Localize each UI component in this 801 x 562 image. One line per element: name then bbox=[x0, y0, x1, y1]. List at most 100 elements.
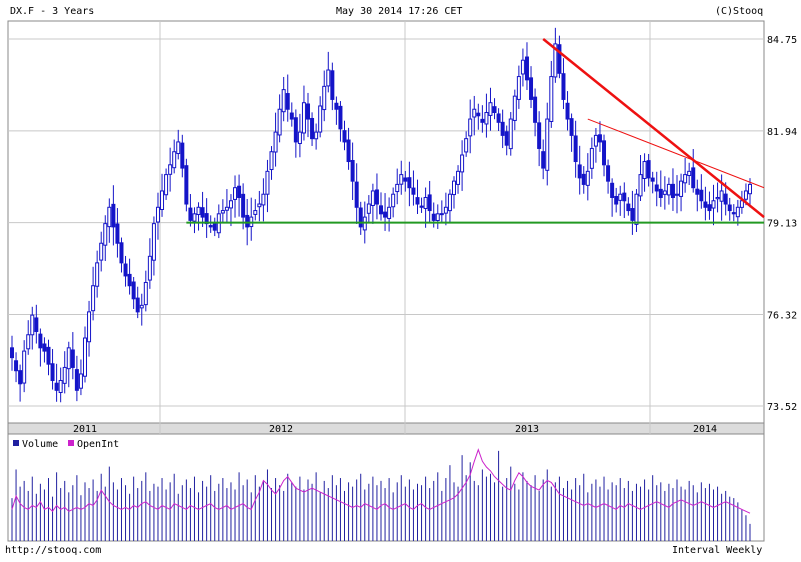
footer-url[interactable]: http://stooq.com bbox=[5, 545, 102, 556]
candle-body bbox=[419, 205, 424, 208]
candle-body bbox=[569, 118, 574, 136]
candle-body bbox=[431, 213, 436, 221]
candle-body bbox=[366, 203, 371, 214]
candle-body bbox=[289, 112, 294, 120]
candle-body bbox=[520, 59, 525, 75]
candle-body bbox=[370, 190, 375, 206]
candle-body bbox=[200, 207, 205, 218]
candle-body bbox=[78, 373, 83, 389]
candle-body bbox=[103, 223, 108, 246]
candle-body bbox=[42, 343, 47, 352]
candle-body bbox=[95, 262, 100, 287]
candle-body bbox=[411, 187, 416, 195]
candle-body bbox=[257, 203, 262, 208]
candle-body bbox=[500, 121, 505, 136]
candle-body bbox=[50, 363, 55, 382]
candles-layer bbox=[10, 27, 752, 403]
candle-body bbox=[675, 193, 680, 196]
candle-body bbox=[91, 285, 96, 312]
candle-body bbox=[46, 346, 51, 365]
candle-body bbox=[224, 206, 229, 211]
candle-body bbox=[269, 151, 274, 171]
time-axis: 2011 2012 2013 2014 bbox=[73, 424, 717, 435]
candle-body bbox=[597, 134, 602, 143]
candle-body bbox=[707, 204, 712, 212]
candle-body bbox=[618, 193, 623, 201]
candle-body bbox=[423, 196, 428, 210]
candle-body bbox=[387, 206, 392, 219]
candle-body bbox=[346, 139, 351, 163]
candle-body bbox=[695, 188, 700, 195]
candle-body bbox=[99, 242, 104, 261]
candle-body bbox=[451, 180, 456, 196]
minor-downtrend-line bbox=[587, 118, 765, 189]
candle-body bbox=[529, 77, 534, 100]
candle-body bbox=[155, 206, 160, 223]
chart-symbol-title: DX.F - 3 Years bbox=[10, 6, 95, 17]
candle-body bbox=[727, 204, 732, 212]
candle-body bbox=[334, 102, 339, 110]
x-tick-label: 2012 bbox=[269, 424, 293, 435]
candle-body bbox=[403, 177, 408, 182]
openint-legend-label: OpenInt bbox=[77, 439, 119, 450]
candle-body bbox=[748, 183, 752, 195]
candle-body bbox=[184, 165, 189, 205]
y-tick-label: 79.13 bbox=[767, 219, 797, 230]
candle-body bbox=[646, 160, 651, 179]
candle-body bbox=[711, 200, 716, 209]
candle-body bbox=[731, 212, 736, 215]
y-tick-label: 84.75 bbox=[767, 35, 797, 46]
candle-body bbox=[253, 210, 258, 215]
candle-body bbox=[476, 112, 481, 117]
candle-body bbox=[561, 73, 566, 100]
candle-body bbox=[399, 174, 404, 185]
candle-body bbox=[160, 190, 165, 211]
footer-interval: Interval Weekly bbox=[672, 545, 763, 556]
candle-body bbox=[492, 106, 497, 114]
candle-body bbox=[488, 102, 493, 116]
volume-legend-label: Volume bbox=[22, 439, 58, 450]
candle-body bbox=[610, 182, 615, 198]
candle-body bbox=[654, 184, 659, 192]
candle-body bbox=[427, 194, 432, 212]
candle-body bbox=[273, 131, 278, 153]
candle-body bbox=[415, 197, 420, 205]
candle-body bbox=[391, 193, 396, 208]
date-axis-band bbox=[7, 422, 765, 435]
candle-body bbox=[496, 113, 501, 123]
candle-body bbox=[691, 167, 696, 189]
candle-body bbox=[322, 85, 327, 111]
candle-body bbox=[123, 263, 128, 277]
candle-body bbox=[447, 193, 452, 212]
candle-body bbox=[74, 369, 79, 391]
candle-body bbox=[533, 96, 538, 123]
candle-body bbox=[699, 189, 704, 202]
candle-body bbox=[670, 183, 675, 198]
candle-body bbox=[228, 200, 233, 209]
candle-body bbox=[666, 183, 671, 196]
candle-body bbox=[26, 334, 31, 350]
candle-body bbox=[508, 118, 513, 150]
x-tick-label: 2014 bbox=[693, 424, 717, 435]
candle-body bbox=[719, 190, 724, 202]
candle-body bbox=[630, 208, 635, 221]
chart-copyright: (C)Stooq bbox=[715, 6, 764, 17]
candle-body bbox=[614, 195, 619, 205]
candle-body bbox=[650, 177, 655, 182]
candle-body bbox=[683, 174, 688, 184]
volume-panel bbox=[8, 448, 764, 542]
candle-body bbox=[18, 370, 23, 385]
candle-body bbox=[537, 122, 542, 149]
candle-body bbox=[557, 44, 562, 74]
candle-body bbox=[151, 223, 156, 261]
candle-body bbox=[735, 206, 740, 218]
major-downtrend-line bbox=[542, 38, 765, 219]
candle-body bbox=[460, 154, 465, 173]
candle-body bbox=[593, 134, 598, 147]
candle-body bbox=[354, 181, 359, 208]
candle-body bbox=[261, 193, 266, 206]
candle-body bbox=[589, 147, 594, 169]
candle-body bbox=[10, 347, 14, 359]
candle-body bbox=[715, 196, 720, 200]
candle-body bbox=[545, 118, 550, 171]
